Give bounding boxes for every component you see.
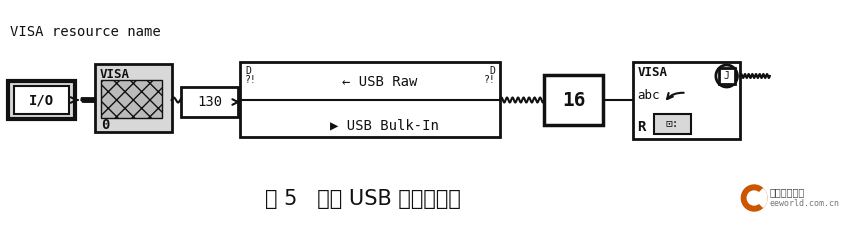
Bar — [632, 62, 740, 139]
Text: I/O: I/O — [29, 93, 54, 107]
Text: 0: 0 — [101, 118, 109, 132]
Bar — [14, 86, 68, 114]
Text: ← USB Raw: ← USB Raw — [341, 75, 417, 89]
Bar — [718, 68, 734, 84]
Text: R: R — [636, 120, 645, 134]
Circle shape — [746, 191, 760, 205]
Text: ⊡:: ⊡: — [665, 119, 679, 129]
Text: 图 5   读取 USB 设备的程序: 图 5 读取 USB 设备的程序 — [264, 189, 461, 209]
Text: 130: 130 — [197, 95, 222, 109]
Text: abc: abc — [636, 88, 659, 101]
Text: 16: 16 — [561, 91, 585, 109]
Wedge shape — [753, 189, 766, 207]
Text: VISA resource name: VISA resource name — [9, 25, 160, 39]
Text: ?!: ?! — [483, 75, 495, 85]
Text: D: D — [245, 66, 251, 76]
Bar — [240, 62, 500, 137]
Bar — [653, 114, 691, 134]
Bar — [95, 64, 171, 132]
Bar — [101, 80, 161, 118]
Text: ▶ USB Bulk-In: ▶ USB Bulk-In — [329, 118, 438, 132]
Circle shape — [740, 185, 766, 211]
Bar — [543, 75, 602, 125]
Text: J: J — [722, 71, 728, 81]
Text: 电子工程世界: 电子工程世界 — [769, 187, 804, 197]
Text: D: D — [489, 66, 495, 76]
Text: ?!: ?! — [245, 75, 257, 85]
Bar — [8, 81, 74, 119]
Text: VISA: VISA — [100, 68, 130, 81]
Text: VISA: VISA — [636, 65, 667, 78]
Bar — [181, 87, 238, 117]
Text: eeworld.com.cn: eeworld.com.cn — [769, 199, 838, 208]
